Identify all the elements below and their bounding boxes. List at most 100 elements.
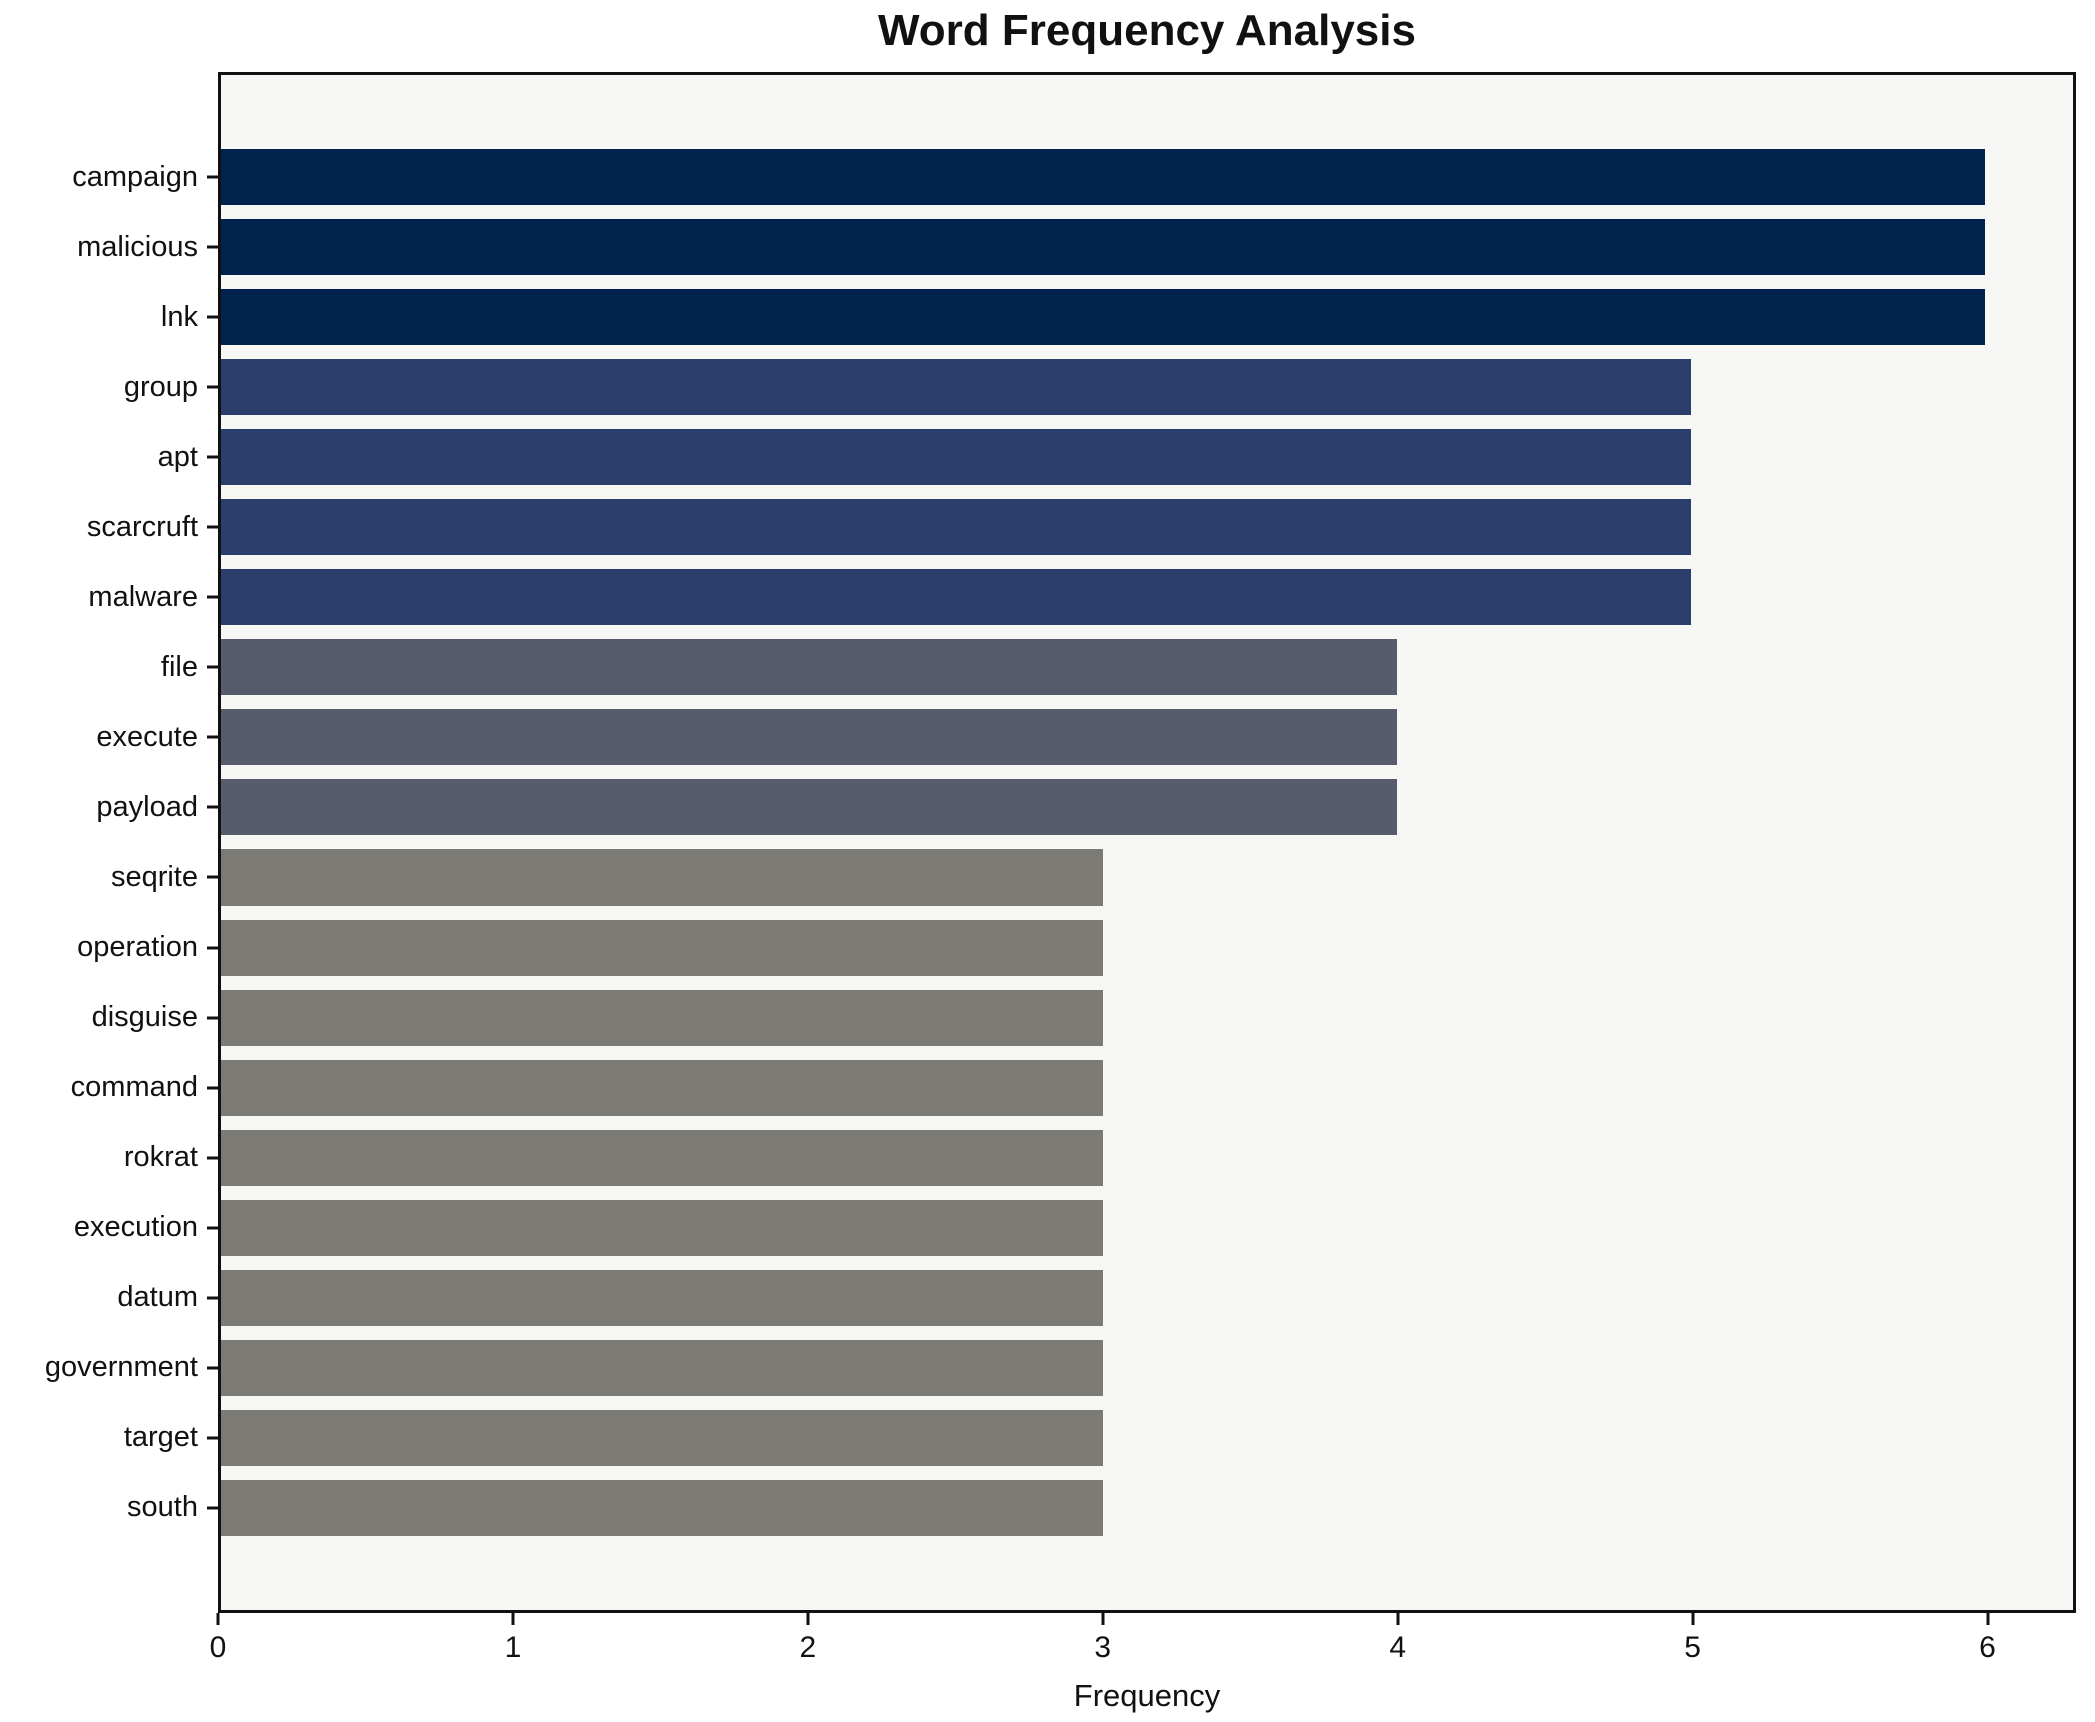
- x-tick-label: 6: [1979, 1631, 1996, 1664]
- bar-group: [221, 359, 1691, 416]
- y-tick-mark: [207, 665, 218, 669]
- y-tick-mark: [207, 1366, 218, 1370]
- y-tick-label: seqrite: [0, 842, 218, 912]
- bar-row: [221, 1263, 2073, 1333]
- x-tick-label: 1: [504, 1631, 522, 1664]
- chart-title: Word Frequency Analysis: [878, 6, 1416, 55]
- y-tick-label: datum: [0, 1263, 218, 1333]
- bar-execution: [221, 1199, 1103, 1256]
- bar-lnk: [221, 289, 1985, 346]
- y-tick-mark: [207, 455, 218, 459]
- bar-row: [221, 562, 2073, 632]
- x-axis: 0 1 2 3 4 5 6: [210, 1613, 2076, 1683]
- y-tick-mark: [207, 1086, 218, 1090]
- y-tick-mark: [207, 1506, 218, 1510]
- bar-row: [221, 842, 2073, 912]
- bar-execute: [221, 709, 1397, 766]
- y-tick-mark: [207, 1226, 218, 1230]
- y-tick-label: execution: [0, 1193, 218, 1263]
- bar-row: [221, 352, 2073, 422]
- bar-apt: [221, 429, 1691, 486]
- y-tick-label: government: [0, 1333, 218, 1403]
- y-tick-label: disguise: [0, 983, 218, 1053]
- bar-row: [221, 142, 2073, 212]
- y-tick-mark: [207, 1436, 218, 1440]
- y-tick-mark: [207, 946, 218, 950]
- y-tick-mark: [207, 595, 218, 599]
- bar-row: [221, 913, 2073, 983]
- y-tick-mark: [207, 245, 218, 249]
- y-tick-label: malicious: [0, 212, 218, 282]
- bar-disguise: [221, 989, 1103, 1046]
- bar-row: [221, 983, 2073, 1053]
- y-tick-label: south: [0, 1473, 218, 1543]
- x-tick-label: 4: [1389, 1631, 1407, 1664]
- bar-command: [221, 1059, 1103, 1116]
- bar-row: [221, 1123, 2073, 1193]
- x-tick-label: 0: [209, 1631, 227, 1664]
- x-tick-label: 5: [1684, 1631, 1701, 1664]
- y-tick-mark: [207, 805, 218, 809]
- bar-row: [221, 1473, 2073, 1543]
- y-tick-label: apt: [0, 422, 218, 492]
- x-axis-title: Frequency: [1073, 1678, 1221, 1713]
- y-tick-mark: [207, 315, 218, 319]
- x-tick-mark: [216, 1613, 220, 1625]
- bar-row: [221, 282, 2073, 352]
- bar-datum: [221, 1269, 1103, 1326]
- bar-row: [221, 1333, 2073, 1403]
- y-tick-label: scarcruft: [0, 492, 218, 562]
- bar-payload: [221, 779, 1397, 836]
- y-tick-mark: [207, 385, 218, 389]
- bar-south: [221, 1479, 1103, 1536]
- plot-area: [218, 72, 2076, 1613]
- x-tick-mark: [511, 1613, 515, 1625]
- x-tick-label: 3: [1094, 1631, 1112, 1664]
- bar-government: [221, 1339, 1103, 1396]
- bar-operation: [221, 919, 1103, 976]
- y-tick-label: lnk: [0, 282, 218, 352]
- bar-row: [221, 1193, 2073, 1263]
- bar-row: [221, 772, 2073, 842]
- y-tick-label: campaign: [0, 142, 218, 212]
- x-tick-mark: [1396, 1613, 1400, 1625]
- y-axis-category-labels: campaign malicious lnk group apt scarcruft mal…: [0, 72, 218, 1613]
- x-tick-label: 2: [799, 1631, 817, 1664]
- y-tick-label: command: [0, 1053, 218, 1123]
- bar-malicious: [221, 219, 1985, 276]
- y-tick-label: group: [0, 352, 218, 422]
- x-tick-mark: [1691, 1613, 1695, 1625]
- bar-scarcruft: [221, 499, 1691, 556]
- y-tick-label: rokrat: [0, 1123, 218, 1193]
- y-tick-mark: [207, 1016, 218, 1020]
- y-tick-label: execute: [0, 702, 218, 772]
- y-tick-label: malware: [0, 562, 218, 632]
- bar-malware: [221, 569, 1691, 626]
- bar-row: [221, 632, 2073, 702]
- bar-row: [221, 1403, 2073, 1473]
- x-tick-mark: [806, 1613, 810, 1625]
- y-tick-mark: [207, 735, 218, 739]
- y-tick-mark: [207, 1296, 218, 1300]
- y-tick-mark: [207, 175, 218, 179]
- y-tick-label: operation: [0, 913, 218, 983]
- y-tick-label: file: [0, 632, 218, 702]
- bar-campaign: [221, 149, 1985, 206]
- y-tick-label: payload: [0, 772, 218, 842]
- x-tick-mark: [1101, 1613, 1105, 1625]
- y-tick-mark: [207, 1156, 218, 1160]
- bar-seqrite: [221, 849, 1103, 906]
- bar-row: [221, 702, 2073, 772]
- y-tick-mark: [207, 525, 218, 529]
- y-tick-mark: [207, 875, 218, 879]
- bar-row: [221, 1053, 2073, 1123]
- bar-row: [221, 492, 2073, 562]
- y-tick-label: target: [0, 1403, 218, 1473]
- bar-target: [221, 1409, 1103, 1466]
- bar-file: [221, 639, 1397, 696]
- bar-rokrat: [221, 1129, 1103, 1186]
- bar-row: [221, 212, 2073, 282]
- bar-row: [221, 422, 2073, 492]
- x-tick-mark: [1986, 1613, 1990, 1625]
